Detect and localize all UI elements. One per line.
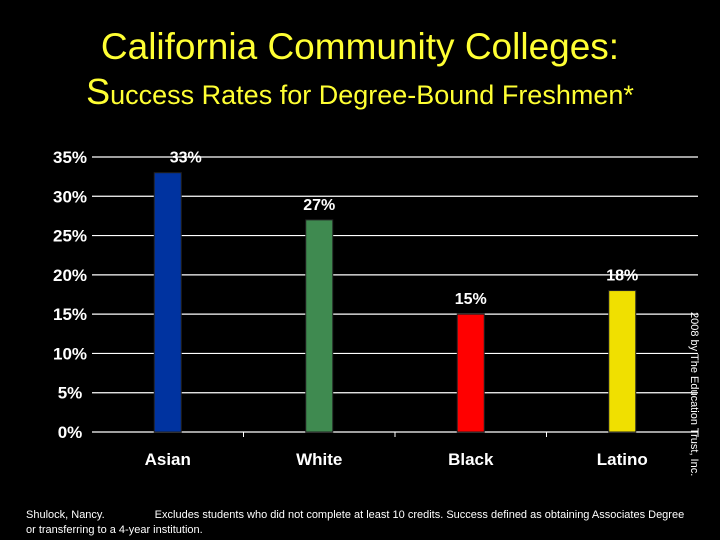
- y-tick-label: 25%: [53, 227, 87, 246]
- y-tick-label: 30%: [53, 187, 87, 206]
- bar: [305, 219, 334, 433]
- y-tick-label: 15%: [53, 305, 87, 324]
- data-label: 15%: [455, 291, 487, 308]
- subtitle-rest: uccess Rates for Degree-Bound Freshmen*: [110, 80, 634, 110]
- x-category-label: Latino: [597, 450, 648, 469]
- copyright-notice: 2008 by The Education Trust, Inc.: [688, 312, 700, 477]
- y-tick-label: 20%: [53, 266, 87, 285]
- data-label: 18%: [606, 268, 638, 285]
- bar: [456, 313, 485, 433]
- footnote-text: Excludes students who did not complete a…: [26, 509, 685, 536]
- y-tick-label: 35%: [53, 148, 87, 167]
- subtitle-initial: S: [86, 71, 111, 112]
- bar: [608, 290, 637, 433]
- y-tick-label: 0%: [58, 423, 83, 442]
- chart-title: California Community Colleges:: [100, 26, 620, 67]
- x-category-label: Black: [448, 450, 494, 469]
- y-tick-label: 5%: [58, 384, 83, 403]
- data-label: 27%: [303, 197, 335, 214]
- data-label: 33%: [170, 150, 202, 167]
- footnote: Shulock, Nancy. Excludes students who did…: [26, 508, 686, 538]
- bar: [153, 172, 182, 433]
- footnote-source: Shulock, Nancy.: [26, 509, 105, 521]
- y-tick-label: 10%: [53, 344, 87, 363]
- x-category-label: White: [296, 450, 342, 469]
- chart-subtitle: Success Rates for Degree-Bound Freshmen*: [0, 72, 720, 115]
- x-category-label: Asian: [145, 450, 191, 469]
